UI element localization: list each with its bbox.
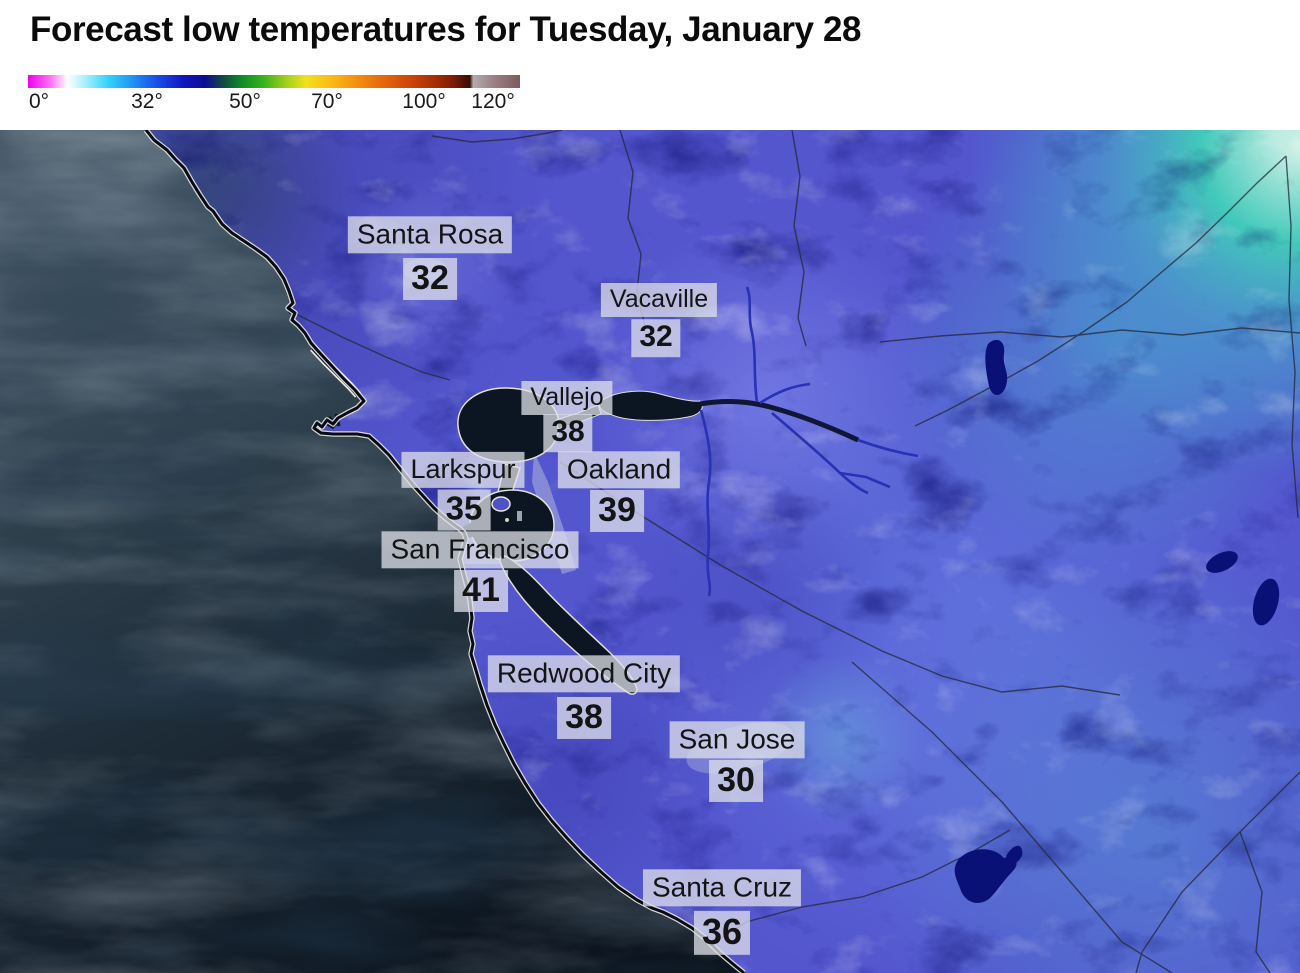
scale-tick-label: 70° xyxy=(311,90,343,113)
angel-island xyxy=(491,496,511,512)
temp-label: 32 xyxy=(403,257,457,301)
scale-gradient-bar xyxy=(28,75,520,88)
city-label: Redwood City xyxy=(487,655,681,693)
header: Forecast low temperatures for Tuesday, J… xyxy=(0,0,1300,130)
city-label: Oakland xyxy=(557,451,681,489)
alcatraz-island xyxy=(505,518,509,522)
lake-northeast-1 xyxy=(1206,551,1238,573)
scale-tick-label: 0° xyxy=(28,90,50,113)
city-label: Vallejo xyxy=(521,381,613,415)
sacramento-river-main xyxy=(699,399,860,443)
scale-tick-label: 32° xyxy=(131,90,163,113)
delta-rivers xyxy=(699,286,919,597)
delta-channel xyxy=(699,286,919,597)
temp-label: 39 xyxy=(590,489,644,533)
city-label: Larkspur xyxy=(401,451,525,489)
scale-tick-labels: 0° 32° 50° 70° 100° 120° xyxy=(28,90,548,120)
lake-berryessa xyxy=(985,339,1008,395)
temp-label: 36 xyxy=(693,910,751,956)
lake-northeast-2 xyxy=(1252,578,1280,626)
scale-tick-label: 120° xyxy=(471,90,515,113)
coastline-dark-edge xyxy=(144,130,745,973)
map-canvas xyxy=(0,130,1300,973)
scale-tick-label: 50° xyxy=(229,90,261,113)
temp-label: 35 xyxy=(437,489,491,531)
temp-label: 38 xyxy=(557,696,611,740)
scale-tick-label: 100° xyxy=(402,90,446,113)
temp-label: 30 xyxy=(709,759,763,803)
san-luis-reservoir xyxy=(954,849,1017,903)
city-labels-layer: Santa Rosa 32 Vacaville 32 Vallejo 38 Larkspur… xyxy=(0,130,1300,973)
lakes xyxy=(954,339,1280,903)
san-luis-small-arm xyxy=(1006,845,1023,866)
city-label: San Jose xyxy=(669,721,805,759)
weather-map: Santa Rosa 32 Vacaville 32 Vallejo 38 Larkspur… xyxy=(0,130,1300,973)
city-label: Santa Rosa xyxy=(347,216,513,254)
temp-label: 38 xyxy=(543,414,593,452)
city-label: Santa Cruz xyxy=(642,869,802,907)
page-title: Forecast low temperatures for Tuesday, J… xyxy=(30,10,862,49)
treasure-island xyxy=(517,511,522,521)
temp-label: 32 xyxy=(631,319,681,357)
city-label: Vacaville xyxy=(600,283,718,317)
temp-label: 41 xyxy=(454,569,508,613)
city-label: San Francisco xyxy=(381,531,579,569)
